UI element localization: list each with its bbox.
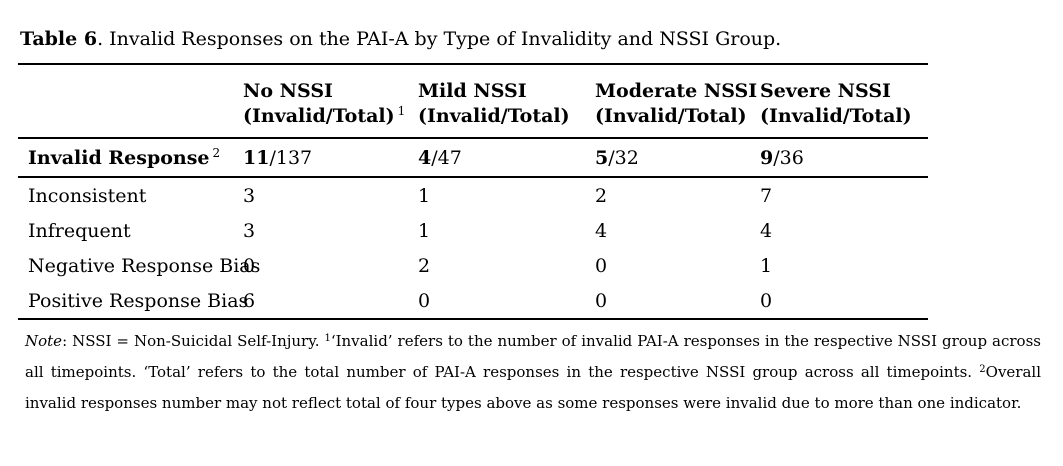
value-cell: 4 (595, 219, 608, 242)
column-header-sub: (Invalid/Total) (418, 105, 570, 127)
table-number: Table 6 (20, 28, 98, 50)
column-header-severe-nssi: Severe NSSI (Invalid/Total) (750, 64, 928, 138)
column-header-mild-nssi: Mild NSSI (Invalid/Total) (408, 64, 585, 138)
column-header-sub: (Invalid/Total) 1 (243, 104, 406, 127)
column-header-group: Moderate NSSI (595, 80, 758, 102)
note-segment-1: : NSSI = Non-Suicidal Self-Injury. (62, 332, 325, 350)
row-label: Inconsistent (28, 184, 147, 207)
row-label: Positive Response Bias (28, 289, 249, 312)
value-cell: 0 (595, 254, 608, 277)
results-table: No NSSI (Invalid/Total) 1 Mild NSSI (Inva… (18, 63, 928, 320)
page: Table 6. Invalid Responses on the PAI-A … (0, 26, 1063, 466)
row-label: Invalid Response 2 (28, 145, 221, 169)
value-cell: 9/36 (760, 146, 804, 169)
value-cell: 6 (243, 289, 256, 312)
value-cell: 0 (418, 289, 431, 312)
value-cell: 4/47 (418, 146, 462, 169)
footnote-marker-1: 1 (397, 104, 406, 118)
note-label: Note (25, 332, 63, 350)
table-row-inconsistent: Inconsistent 3 1 2 7 (18, 177, 928, 213)
column-header-moderate-nssi: Moderate NSSI (Invalid/Total) (585, 64, 758, 138)
value-cell: 4 (760, 219, 773, 242)
table-row-infrequent: Infrequent 3 1 4 4 (18, 213, 928, 248)
table-title: Table 6. Invalid Responses on the PAI-A … (20, 26, 1043, 52)
note-segment-2: ‘Invalid’ refers to the number of invali… (25, 332, 1041, 381)
column-header-no-nssi: No NSSI (Invalid/Total) 1 (233, 64, 408, 138)
column-header-sub: (Invalid/Total) (760, 105, 912, 127)
value-cell: 0 (595, 289, 608, 312)
table-row-negative-response-bias: Negative Response Bias 0 2 0 1 (18, 248, 928, 283)
value-cell: 1 (418, 184, 431, 207)
value-cell: 2 (595, 184, 608, 207)
table-note: Note: NSSI = Non-Suicidal Self-Injury. 1… (25, 326, 1041, 419)
value-cell: 2 (418, 254, 431, 277)
value-cell: 3 (243, 219, 256, 242)
note-segment-3: Overall invalid responses number may not… (25, 363, 1041, 412)
row-label: Infrequent (28, 219, 131, 242)
footnote-marker-2: 2 (212, 145, 221, 160)
value-cell: 1 (418, 219, 431, 242)
corner-cell (18, 64, 233, 138)
column-header-group: Severe NSSI (760, 80, 891, 102)
value-cell: 0 (243, 254, 256, 277)
value-cell: 11/137 (243, 146, 313, 169)
value-cell: 3 (243, 184, 256, 207)
column-header-group: Mild NSSI (418, 80, 527, 102)
value-cell: 1 (760, 254, 773, 277)
column-header-sub: (Invalid/Total) (595, 105, 747, 127)
value-cell: 7 (760, 184, 773, 207)
table-row-invalid-response: Invalid Response 2 11/137 4/47 5/32 9/36 (18, 138, 928, 177)
row-label: Negative Response Bias (28, 254, 261, 277)
table-title-text: . Invalid Responses on the PAI-A by Type… (97, 28, 782, 50)
value-cell: 5/32 (595, 146, 639, 169)
note-footnote-marker-2: 2 (979, 364, 986, 375)
table-row-positive-response-bias: Positive Response Bias 6 0 0 0 (18, 283, 928, 319)
header-row: No NSSI (Invalid/Total) 1 Mild NSSI (Inva… (18, 64, 928, 138)
column-header-group: No NSSI (243, 80, 333, 102)
note-footnote-marker-1: 1 (324, 333, 331, 344)
value-cell: 0 (760, 289, 773, 312)
